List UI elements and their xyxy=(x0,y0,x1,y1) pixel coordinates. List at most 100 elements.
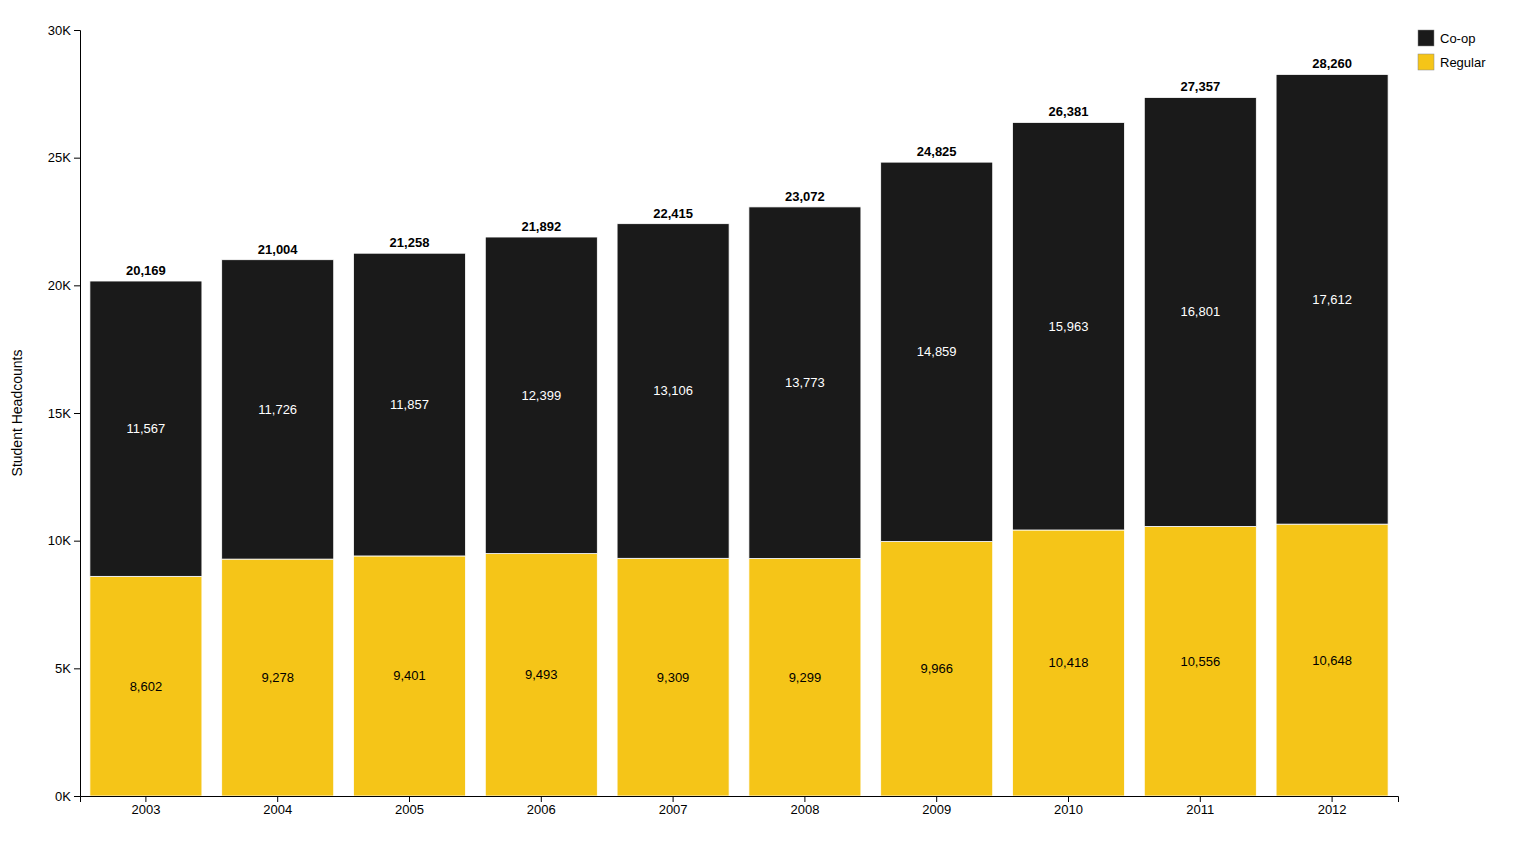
y-axis: 0K5K10K15K20K25K30K xyxy=(48,23,81,804)
x-tick: 2007 xyxy=(659,796,688,817)
x-tick-label: 2003 xyxy=(131,802,160,817)
total-label: 24,825 xyxy=(917,144,957,159)
data-labels: 8,6029,2789,4019,4939,3099,2999,96610,41… xyxy=(126,56,1352,693)
x-tick-label: 2008 xyxy=(790,802,819,817)
y-tick: 20K xyxy=(48,278,80,293)
bars xyxy=(90,74,1388,796)
x-tick-mark xyxy=(936,796,937,802)
bar xyxy=(617,558,729,796)
data-label: 13,773 xyxy=(785,375,825,390)
data-label: 11,857 xyxy=(390,397,429,412)
y-tick-label: 20K xyxy=(48,278,71,293)
data-label: 17,612 xyxy=(1312,292,1352,307)
chart: 8,6029,2789,4019,4939,3099,2999,96610,41… xyxy=(0,0,1538,841)
x-tick-label: 2006 xyxy=(527,802,556,817)
y-tick-mark xyxy=(74,30,80,31)
total-label: 21,004 xyxy=(258,242,299,257)
data-label: 9,493 xyxy=(525,667,558,682)
x-tick-mark xyxy=(804,796,805,802)
x-tick-mark xyxy=(1068,796,1069,802)
x-tick-mark xyxy=(145,796,146,802)
bar xyxy=(222,559,334,796)
data-label: 15,963 xyxy=(1049,319,1089,334)
legend-item: Co-op xyxy=(1418,30,1475,46)
bar xyxy=(1144,97,1256,526)
data-label: 12,399 xyxy=(521,388,561,403)
y-tick: 15K xyxy=(48,406,80,421)
total-label: 22,415 xyxy=(653,206,693,221)
y-tick-label: 0K xyxy=(55,789,71,804)
x-tick-mark xyxy=(541,796,542,802)
data-label: 9,299 xyxy=(789,670,822,685)
bar xyxy=(1012,122,1124,530)
bar xyxy=(90,576,202,796)
bar xyxy=(881,542,993,796)
total-label: 27,357 xyxy=(1180,79,1220,94)
x-tick: 2010 xyxy=(1054,796,1083,817)
data-label: 8,602 xyxy=(130,679,163,694)
y-tick-mark xyxy=(74,796,80,797)
x-tick-label: 2004 xyxy=(263,802,292,817)
bar xyxy=(1276,74,1388,524)
x-tick-mark xyxy=(1332,796,1333,802)
y-tick: 25K xyxy=(48,150,80,165)
total-label: 21,892 xyxy=(521,219,561,234)
data-label: 11,726 xyxy=(258,402,297,417)
bar xyxy=(1276,524,1388,796)
x-tick: 2008 xyxy=(790,796,819,817)
bar xyxy=(90,281,202,576)
bar xyxy=(617,224,729,559)
bar xyxy=(485,237,597,554)
y-tick-label: 10K xyxy=(48,533,71,548)
x-tick: 2011 xyxy=(1186,796,1214,817)
x-tick-label: 2011 xyxy=(1186,802,1214,817)
x-tick-label: 2009 xyxy=(922,802,951,817)
bar xyxy=(881,162,993,541)
data-label: 13,106 xyxy=(653,383,693,398)
data-label: 9,966 xyxy=(920,661,953,676)
y-tick-label: 25K xyxy=(48,150,71,165)
total-label: 26,381 xyxy=(1049,104,1089,119)
y-tick-label: 15K xyxy=(48,406,71,421)
series xyxy=(90,74,1388,576)
data-label: 16,801 xyxy=(1180,304,1220,319)
x-axis-line xyxy=(81,797,1399,803)
legend-label: Regular xyxy=(1440,55,1486,70)
data-label: 9,401 xyxy=(393,668,426,683)
bar xyxy=(749,559,861,796)
x-tick-label: 2007 xyxy=(659,802,688,817)
y-tick: 30K xyxy=(48,23,80,38)
y-tick-mark xyxy=(74,541,80,542)
x-tick-label: 2012 xyxy=(1318,802,1347,817)
y-tick: 10K xyxy=(48,533,80,548)
bar xyxy=(353,253,465,556)
x-tick: 2003 xyxy=(131,796,160,817)
bar xyxy=(485,554,597,796)
x-axis: 2003200420052006200720082009201020112012 xyxy=(81,796,1399,817)
plot: 8,6029,2789,4019,4939,3099,2999,96610,41… xyxy=(48,23,1399,818)
data-label: 14,859 xyxy=(917,344,957,359)
y-tick-mark xyxy=(74,668,80,669)
y-tick-mark xyxy=(74,158,80,159)
x-tick: 2006 xyxy=(527,796,556,817)
bar xyxy=(1012,530,1124,796)
y-axis-title: Student Headcounts xyxy=(9,350,25,477)
x-tick-mark xyxy=(1200,796,1201,802)
bar xyxy=(222,260,334,559)
x-tick-label: 2010 xyxy=(1054,802,1083,817)
total-label: 28,260 xyxy=(1312,56,1352,71)
data-label: 10,418 xyxy=(1049,655,1089,670)
data-label: 10,648 xyxy=(1312,653,1352,668)
total-label: 23,072 xyxy=(785,189,825,204)
x-tick: 2009 xyxy=(922,796,951,817)
x-tick: 2012 xyxy=(1318,796,1347,817)
data-label: 11,567 xyxy=(127,421,166,436)
x-tick-mark xyxy=(277,796,278,802)
legend-label: Co-op xyxy=(1440,31,1475,46)
data-label: 9,278 xyxy=(261,670,294,685)
series xyxy=(90,524,1388,796)
x-tick-mark xyxy=(673,796,674,802)
x-tick: 2004 xyxy=(263,796,292,817)
data-label: 10,556 xyxy=(1180,654,1220,669)
y-tick-label: 30K xyxy=(48,23,71,38)
